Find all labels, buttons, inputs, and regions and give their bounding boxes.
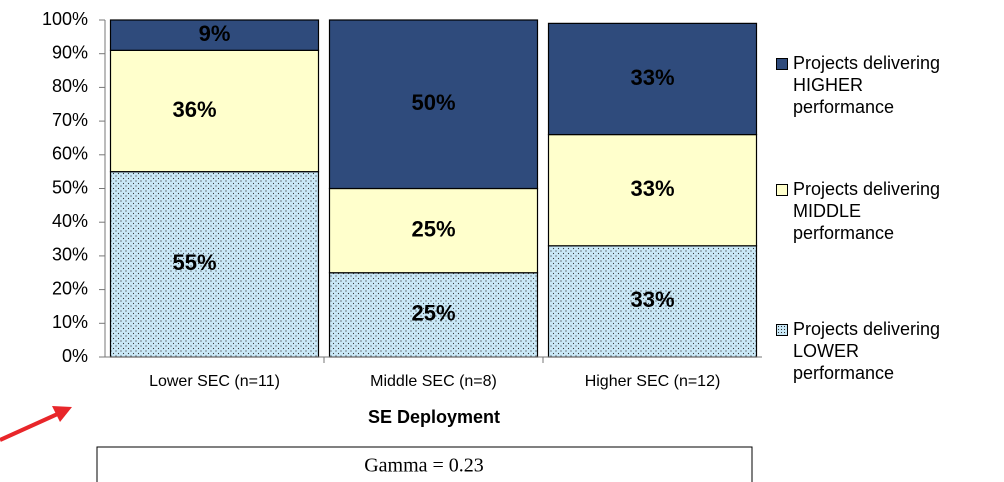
legend-label: Projects delivering HIGHER performance	[793, 53, 941, 117]
y-tick-label: 80%	[52, 76, 88, 96]
y-tick-label: 100%	[42, 9, 88, 29]
bar-segment	[547, 22, 758, 136]
annotation-box	[96, 446, 753, 482]
bar-segment	[328, 272, 539, 358]
value-label: 33%	[630, 287, 674, 312]
legend-swatch	[776, 184, 788, 196]
value-label: 36%	[172, 97, 216, 122]
x-tick-label: Higher SEC (n=12)	[585, 373, 721, 390]
x-tick-label: Middle SEC (n=8)	[370, 373, 497, 390]
y-tick-label: 20%	[52, 278, 88, 298]
y-tick-label: 50%	[52, 177, 88, 197]
value-label: 25%	[411, 216, 455, 241]
y-tick-label: 40%	[52, 211, 88, 231]
value-label: 33%	[630, 176, 674, 201]
y-tick-label: 10%	[52, 312, 88, 332]
bar-segment	[328, 19, 539, 190]
legend-entry: Projects delivering HIGHER performance	[776, 52, 961, 118]
bar-segment	[547, 245, 758, 358]
legend-swatch	[776, 58, 788, 70]
y-tick-label: 30%	[52, 245, 88, 265]
x-axis-label: SE Deployment	[368, 407, 500, 427]
bar-segment	[547, 133, 758, 247]
value-label: 33%	[630, 65, 674, 90]
bar-segment	[109, 171, 320, 358]
legend-entry: Projects delivering MIDDLE performance	[776, 178, 961, 244]
legend-label: Projects delivering LOWER performance	[793, 319, 941, 383]
arrow-head	[52, 406, 72, 422]
y-tick-label: 90%	[52, 42, 88, 62]
value-label: 25%	[411, 301, 455, 326]
legend-swatch	[776, 324, 788, 336]
legend-label: Projects delivering MIDDLE performance	[793, 179, 941, 243]
y-tick-label: 0%	[62, 346, 88, 366]
annotation: Gamma = 0.23	[364, 455, 484, 477]
x-tick-label: Lower SEC (n=11)	[149, 373, 280, 390]
bar-segment	[109, 19, 320, 51]
bar-segment	[109, 49, 320, 173]
y-tick-label: 60%	[52, 144, 88, 164]
arrow	[0, 410, 63, 442]
y-tick-label: 70%	[52, 110, 88, 130]
bar-segment	[328, 187, 539, 274]
value-label: 9%	[199, 21, 231, 46]
value-label: 55%	[172, 250, 216, 275]
value-label: 50%	[411, 90, 455, 115]
legend-entry: Projects delivering LOWER performance	[776, 318, 961, 384]
